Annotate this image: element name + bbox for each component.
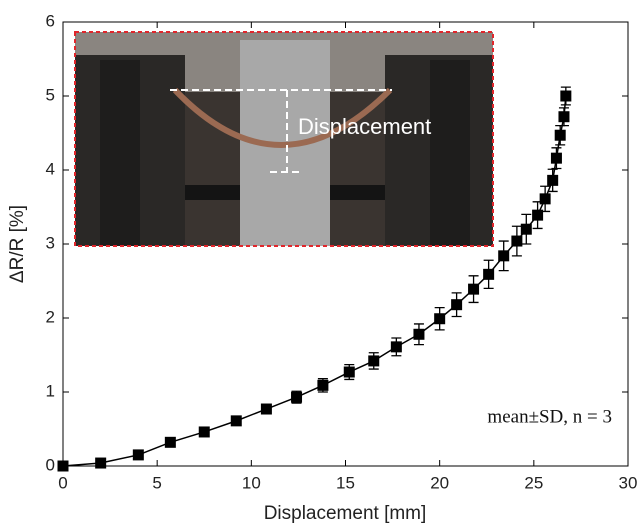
chart: Displacement Displacement [mm] ΔR/R [%] … — [0, 0, 641, 526]
marker — [344, 367, 355, 378]
x-tick-label: 10 — [242, 473, 261, 492]
y-tick-label: 6 — [46, 11, 55, 30]
page: {"chart_data": {"type": "line", "x_label… — [0, 0, 641, 531]
marker — [555, 130, 566, 141]
marker — [317, 380, 328, 391]
marker — [560, 91, 571, 102]
marker — [468, 284, 479, 295]
y-axis-label: ΔR/R [%] — [7, 205, 28, 283]
y-tick-label: 2 — [46, 307, 55, 326]
marker — [199, 426, 210, 437]
marker — [540, 193, 551, 204]
marker — [511, 236, 522, 247]
x-axis-label: Displacement [mm] — [264, 503, 427, 524]
marker — [498, 250, 509, 261]
x-tick-label: 20 — [430, 473, 449, 492]
annotation: mean±SD, n = 3 — [487, 406, 612, 427]
marker — [231, 415, 242, 426]
y-tick-label: 5 — [46, 85, 55, 104]
y-tick-label: 4 — [46, 159, 55, 178]
marker — [261, 404, 272, 415]
marker — [58, 461, 69, 472]
y-tick-label: 3 — [46, 233, 55, 252]
marker — [133, 449, 144, 460]
marker — [165, 437, 176, 448]
y-tick-label: 0 — [46, 455, 55, 474]
marker — [483, 269, 494, 280]
marker — [291, 392, 302, 403]
x-tick-label: 30 — [619, 473, 638, 492]
x-tick-label: 25 — [524, 473, 543, 492]
marker — [551, 153, 562, 164]
inset-photo — [75, 32, 493, 246]
x-tick-label: 5 — [152, 473, 161, 492]
y-tick-label: 1 — [46, 381, 55, 400]
x-tick-label: 15 — [336, 473, 355, 492]
marker — [368, 355, 379, 366]
inset-label: Displacement — [298, 114, 431, 139]
marker — [547, 175, 558, 186]
marker — [434, 313, 445, 324]
marker — [391, 341, 402, 352]
marker — [558, 111, 569, 122]
marker — [95, 458, 106, 469]
x-tick-label: 0 — [58, 473, 67, 492]
marker — [521, 224, 532, 235]
marker — [451, 299, 462, 310]
marker — [413, 329, 424, 340]
